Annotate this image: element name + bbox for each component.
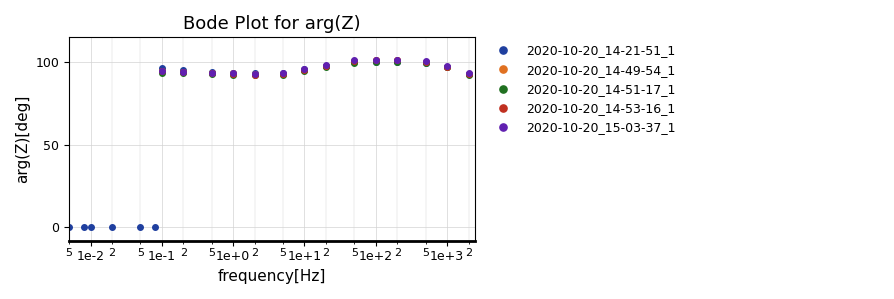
- 2020-10-20_14-21-51_1: [370, 60, 381, 63]
- 2020-10-20_14-53-16_1: [392, 59, 402, 62]
- 2020-10-20_14-21-51_1: [85, 225, 96, 229]
- 2020-10-20_14-51-17_1: [156, 71, 167, 75]
- 2020-10-20_14-53-16_1: [320, 65, 331, 68]
- Line: 2020-10-20_14-49-54_1: 2020-10-20_14-49-54_1: [159, 58, 471, 77]
- 2020-10-20_14-53-16_1: [349, 60, 359, 63]
- 2020-10-20_15-03-37_1: [320, 64, 331, 67]
- 2020-10-20_15-03-37_1: [349, 59, 359, 62]
- 2020-10-20_14-49-54_1: [299, 68, 309, 71]
- 2020-10-20_14-49-54_1: [462, 72, 473, 76]
- 2020-10-20_14-53-16_1: [370, 59, 381, 62]
- 2020-10-20_14-21-51_1: [149, 225, 160, 229]
- 2020-10-20_14-53-16_1: [441, 65, 451, 68]
- 2020-10-20_14-49-54_1: [392, 59, 402, 62]
- 2020-10-20_15-03-37_1: [441, 64, 451, 68]
- 2020-10-20_15-03-37_1: [392, 58, 402, 62]
- 2020-10-20_15-03-37_1: [249, 72, 260, 76]
- 2020-10-20_14-51-17_1: [277, 73, 288, 76]
- 2020-10-20_14-49-54_1: [277, 72, 288, 76]
- 2020-10-20_14-21-51_1: [349, 60, 359, 64]
- 2020-10-20_14-49-54_1: [178, 70, 189, 74]
- 2020-10-20_15-03-37_1: [462, 71, 473, 75]
- 2020-10-20_14-53-16_1: [207, 71, 217, 75]
- 2020-10-20_15-03-37_1: [156, 69, 167, 73]
- 2020-10-20_14-21-51_1: [392, 60, 402, 64]
- Line: 2020-10-20_14-53-16_1: 2020-10-20_14-53-16_1: [159, 58, 471, 77]
- 2020-10-20_14-49-54_1: [249, 72, 260, 76]
- 2020-10-20_14-51-17_1: [441, 66, 451, 69]
- 2020-10-20_14-51-17_1: [462, 73, 473, 76]
- 2020-10-20_14-21-51_1: [178, 68, 189, 71]
- 2020-10-20_14-51-17_1: [178, 71, 189, 75]
- 2020-10-20_14-21-51_1: [135, 225, 146, 229]
- 2020-10-20_14-53-16_1: [462, 72, 473, 76]
- 2020-10-20_14-49-54_1: [349, 60, 359, 63]
- 2020-10-20_15-03-37_1: [420, 60, 431, 63]
- 2020-10-20_14-51-17_1: [299, 69, 309, 73]
- 2020-10-20_14-21-51_1: [249, 71, 260, 75]
- 2020-10-20_14-51-17_1: [207, 72, 217, 76]
- 2020-10-20_14-21-51_1: [106, 225, 117, 229]
- 2020-10-20_15-03-37_1: [207, 71, 217, 75]
- 2020-10-20_14-21-51_1: [228, 71, 239, 75]
- 2020-10-20_14-51-17_1: [349, 61, 359, 65]
- 2020-10-20_15-03-37_1: [277, 71, 288, 75]
- 2020-10-20_14-21-51_1: [320, 64, 331, 68]
- 2020-10-20_15-03-37_1: [299, 67, 309, 71]
- 2020-10-20_14-51-17_1: [320, 66, 331, 69]
- 2020-10-20_14-21-51_1: [63, 225, 74, 229]
- 2020-10-20_14-21-51_1: [156, 66, 167, 70]
- 2020-10-20_14-21-51_1: [299, 67, 309, 71]
- 2020-10-20_14-21-51_1: [441, 65, 451, 69]
- 2020-10-20_14-53-16_1: [178, 70, 189, 74]
- 2020-10-20_14-53-16_1: [277, 72, 288, 76]
- 2020-10-20_14-49-54_1: [228, 71, 239, 75]
- 2020-10-20_14-53-16_1: [249, 73, 260, 76]
- 2020-10-20_14-49-54_1: [156, 69, 167, 73]
- 2020-10-20_14-53-16_1: [156, 69, 167, 73]
- Line: 2020-10-20_15-03-37_1: 2020-10-20_15-03-37_1: [159, 57, 471, 77]
- 2020-10-20_14-49-54_1: [207, 71, 217, 75]
- 2020-10-20_15-03-37_1: [370, 58, 381, 62]
- 2020-10-20_14-51-17_1: [420, 62, 431, 65]
- Line: 2020-10-20_14-51-17_1: 2020-10-20_14-51-17_1: [159, 59, 471, 78]
- 2020-10-20_14-51-17_1: [249, 73, 260, 77]
- 2020-10-20_14-21-51_1: [207, 70, 217, 74]
- 2020-10-20_14-49-54_1: [370, 59, 381, 62]
- 2020-10-20_14-51-17_1: [228, 73, 239, 76]
- 2020-10-20_14-51-17_1: [392, 60, 402, 64]
- 2020-10-20_14-51-17_1: [370, 60, 381, 63]
- 2020-10-20_14-49-54_1: [320, 65, 331, 68]
- Title: Bode Plot for arg(Z): Bode Plot for arg(Z): [183, 15, 360, 33]
- Legend: 2020-10-20_14-21-51_1, 2020-10-20_14-49-54_1, 2020-10-20_14-51-17_1, 2020-10-20_: 2020-10-20_14-21-51_1, 2020-10-20_14-49-…: [485, 39, 679, 140]
- 2020-10-20_14-21-51_1: [420, 62, 431, 65]
- 2020-10-20_14-49-54_1: [441, 65, 451, 68]
- X-axis label: frequency[Hz]: frequency[Hz]: [218, 269, 326, 284]
- 2020-10-20_14-21-51_1: [277, 71, 288, 75]
- Line: 2020-10-20_14-21-51_1: 2020-10-20_14-21-51_1: [66, 59, 471, 230]
- Y-axis label: arg(Z)[deg]: arg(Z)[deg]: [15, 95, 30, 183]
- 2020-10-20_15-03-37_1: [228, 71, 239, 75]
- 2020-10-20_15-03-37_1: [178, 70, 189, 74]
- 2020-10-20_14-21-51_1: [79, 225, 89, 229]
- 2020-10-20_14-49-54_1: [420, 60, 431, 64]
- 2020-10-20_14-21-51_1: [462, 72, 473, 76]
- 2020-10-20_14-53-16_1: [299, 68, 309, 71]
- 2020-10-20_14-53-16_1: [420, 60, 431, 64]
- 2020-10-20_14-53-16_1: [228, 72, 239, 76]
